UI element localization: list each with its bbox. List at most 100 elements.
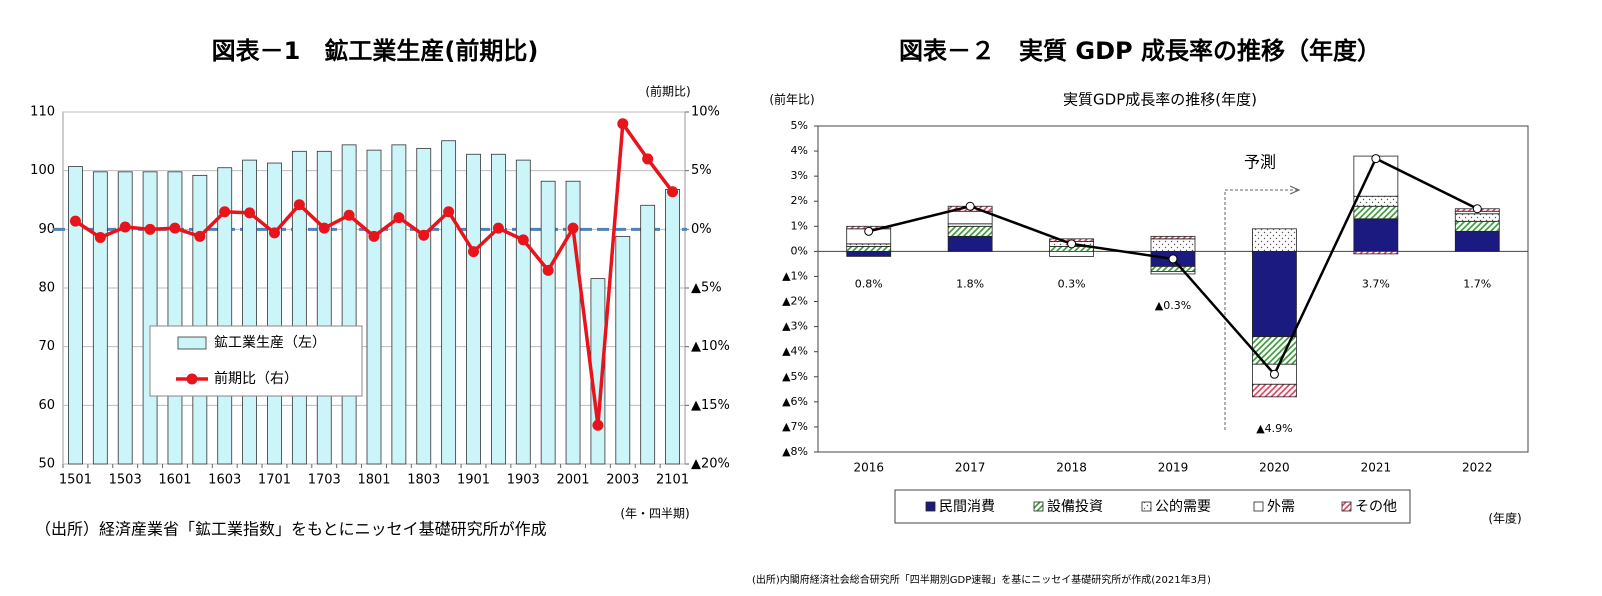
y2-tick-label: ▲10% [691, 339, 730, 354]
legend-swatch [1033, 501, 1044, 512]
chart-title: 図表－２ 実質 GDP 成長率の推移（年度） [899, 37, 1381, 65]
y-tick-label: 2% [791, 194, 808, 207]
x-tick-label: 1501 [59, 473, 92, 488]
y-tick-label: 3% [791, 169, 808, 182]
source: (出所)内閣府経済社会総合研究所「四半期別GDP速報」を基にニッセイ基礎研究所が… [752, 573, 1211, 586]
y-tick-label: 70 [38, 339, 55, 354]
x-tick-label: 2019 [1158, 461, 1189, 475]
y-tick-label: 4% [791, 144, 808, 157]
value-label: ▲0.3% [1155, 299, 1191, 312]
line-marker [642, 153, 654, 165]
y2-tick-label: 10% [691, 105, 720, 120]
bar [242, 159, 258, 465]
line-marker [468, 246, 480, 258]
bar-segment [1049, 250, 1094, 257]
bar-segment [1150, 266, 1196, 272]
bar [267, 162, 282, 465]
line-marker [244, 207, 256, 219]
bar [441, 140, 457, 465]
line-marker [368, 230, 380, 242]
bar [490, 153, 506, 465]
line-marker [318, 222, 330, 234]
line-marker [293, 199, 305, 211]
chart-title: 図表－1 鉱工業生産(前期比) [212, 37, 539, 65]
bar-segment [846, 250, 892, 257]
y-tick-label: ▲5% [782, 370, 808, 383]
x-tick-label: 2021 [1361, 461, 1392, 475]
legend-label: 公的需要 [1155, 499, 1211, 515]
bar-segment [1252, 228, 1297, 252]
value-label: 3.7% [1362, 277, 1390, 290]
line-marker [965, 201, 975, 211]
bar-segment [1252, 383, 1297, 398]
y2-tick-label: ▲20% [691, 457, 730, 472]
line-marker [94, 232, 106, 244]
legend-label: 設備投資 [1047, 499, 1103, 515]
bar-segment [1150, 271, 1196, 275]
y2-tick-label: 0% [691, 222, 712, 237]
y-tick-label: ▲3% [782, 320, 808, 333]
bar [466, 153, 481, 465]
line-marker [393, 212, 405, 224]
x-tick-label: 2017 [955, 461, 986, 475]
bar [540, 180, 556, 465]
bar [615, 235, 631, 465]
line-marker [542, 264, 554, 276]
y-tick-label: ▲1% [782, 269, 808, 282]
y-tick-label: 60 [38, 398, 55, 413]
y-tick-label: 80 [38, 281, 55, 296]
y-tick-label: 5% [791, 119, 808, 132]
x-tick-label: 1503 [109, 473, 142, 488]
x-tick-label: 2020 [1259, 461, 1290, 475]
bar-segment [1454, 220, 1500, 232]
plot-area [817, 125, 1529, 453]
x-tick-label: 1603 [208, 473, 241, 488]
bar-segment [1353, 250, 1399, 255]
line-marker [418, 229, 430, 241]
legend-swatch [1141, 501, 1152, 512]
line-marker [69, 215, 81, 227]
line-marker [617, 118, 629, 130]
y-tick-label: 110 [30, 105, 55, 120]
bar [192, 174, 208, 465]
bar [117, 171, 133, 465]
x-tick-label: 1803 [407, 473, 440, 488]
value-label: 1.8% [956, 277, 984, 290]
line-marker [667, 186, 679, 198]
x-tick-label: 1901 [457, 473, 490, 488]
bar [68, 166, 83, 465]
x-tick-label: 1801 [357, 473, 390, 488]
x-tick-label: 2016 [853, 461, 884, 475]
bar-segment [947, 225, 993, 237]
y-axis-label: (前年比) [769, 92, 814, 107]
bar-segment [1454, 213, 1500, 222]
x-tick-label: 2101 [656, 473, 689, 488]
x-tick-label: 2018 [1056, 461, 1087, 475]
line-marker [492, 222, 504, 234]
y-tick-label: ▲6% [782, 395, 808, 408]
legend-label: 前期比（右） [214, 370, 298, 387]
bar [640, 204, 656, 465]
line-marker [119, 221, 131, 233]
legend-box [894, 489, 1411, 524]
legend-label: 民間消費 [939, 499, 995, 515]
x-tick-label: 1903 [507, 473, 540, 488]
bar [341, 144, 357, 465]
forecast-arrow [1224, 190, 1298, 430]
line-marker [443, 206, 455, 218]
bar [665, 189, 680, 465]
y-tick-label: ▲7% [782, 420, 808, 433]
line-marker [268, 227, 280, 239]
line-marker [1168, 254, 1178, 264]
legend-label: 鉱工業生産（左） [214, 334, 326, 351]
line-marker [1472, 204, 1482, 214]
value-label: 0.8% [855, 277, 883, 290]
bar [316, 150, 332, 465]
line-marker [592, 419, 604, 431]
y-tick-label: ▲2% [782, 295, 808, 308]
y-tick-label: 90 [38, 222, 55, 237]
x-axis-label: (年度) [1488, 511, 1521, 526]
bar-segment [947, 235, 993, 252]
line-marker [144, 223, 156, 235]
